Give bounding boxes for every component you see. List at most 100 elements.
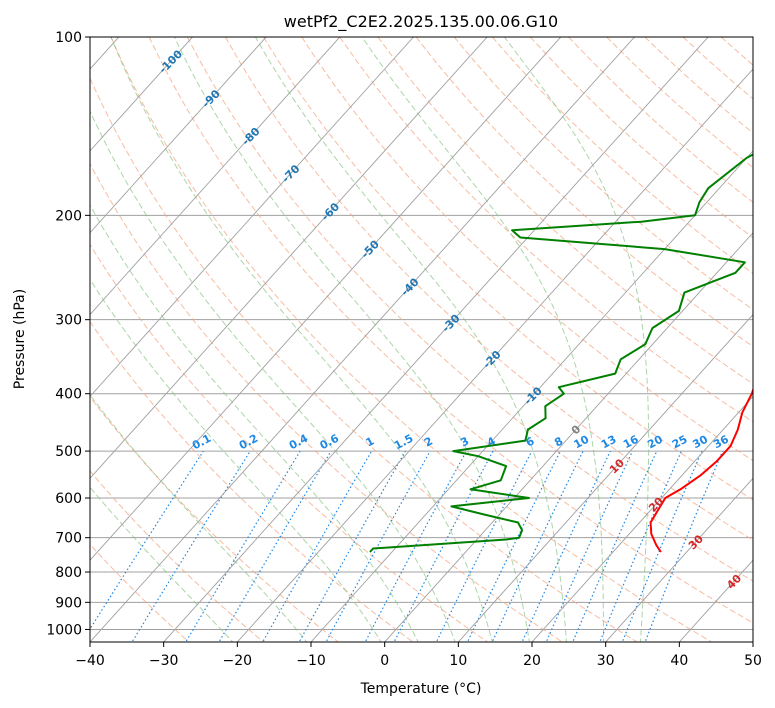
isotherm-line [90, 37, 194, 152]
mixing-ratio-line [131, 450, 251, 642]
isotherm-line [605, 477, 753, 642]
moist-adiabats [90, 37, 650, 642]
dry-adiabat [339, 37, 753, 423]
moist-adiabat [254, 37, 568, 642]
mixing-ratio-label: 0.4 [287, 432, 311, 453]
dry-adiabat [90, 162, 564, 642]
y-axis-ticks: 100 200 300 400 500 600 700 800 900 1000 [46, 30, 90, 638]
x-tick-label: 20 [523, 653, 541, 669]
mixing-ratio-line [572, 450, 658, 642]
dry-adiabat [90, 396, 340, 642]
temperature-profile [649, 387, 753, 553]
y-tick-label: 500 [55, 444, 82, 460]
y-tick-label: 200 [55, 208, 82, 224]
dry-adiabat [90, 243, 489, 642]
y-axis-title: Pressure (hPa) [12, 289, 28, 389]
isotherm-line [90, 37, 636, 642]
dewpoint-profile [369, 153, 753, 553]
y-tick-label: 100 [55, 30, 82, 46]
x-tick-label: 50 [744, 653, 762, 669]
x-axis-ticks: −40 −30 −20 −10 0 10 20 30 40 50 [75, 642, 762, 669]
dry-adiabat [301, 37, 753, 462]
mixing-ratio-line [521, 450, 611, 642]
mixing-ratio-line [435, 450, 533, 642]
mixing-ratio-line [466, 450, 561, 642]
dry-adiabat [224, 37, 753, 541]
moist-adiabat [173, 37, 530, 642]
y-tick-label: 900 [55, 595, 82, 611]
isotherms [90, 37, 753, 642]
mixing-ratio-line [90, 450, 204, 631]
moist-adiabat [361, 37, 604, 642]
mixing-ratio-label: 36 [711, 433, 731, 452]
mixing-ratio-label: 1.5 [392, 432, 415, 453]
x-tick-label: −30 [149, 653, 179, 669]
mixing-ratio-line [185, 450, 301, 642]
isotherm-line [457, 313, 753, 642]
mixing-ratio-label: 1 [364, 434, 377, 449]
dry-adiabat [186, 37, 753, 582]
dry-adiabat [644, 37, 753, 134]
dry-adiabat [415, 37, 753, 348]
moist-adiabat [110, 37, 493, 642]
mixing-ratio-line [262, 450, 373, 642]
mixing-ratio-label: 0.1 [190, 432, 213, 453]
mixing-ratio-label: 16 [621, 433, 641, 452]
isotherm-line [531, 395, 753, 642]
dry-adiabat [110, 37, 713, 642]
mixing-ratio-line [599, 450, 682, 642]
dry-adiabat [90, 320, 414, 642]
mixing-ratio-line [364, 450, 467, 642]
dry-adiabat [148, 37, 753, 624]
isotherm-line [90, 37, 488, 479]
isotherm-line [90, 37, 341, 316]
moist-adiabat [503, 37, 650, 642]
mixing-ratio-label: 20 [645, 433, 665, 452]
x-tick-label: 30 [597, 653, 615, 669]
moist-adiabat [90, 278, 382, 642]
plot-area [90, 37, 753, 642]
isotherm-line [90, 37, 562, 561]
isotherm-line [752, 641, 753, 642]
isotherm-line [678, 559, 753, 642]
dry-adiabat [263, 37, 753, 501]
mixing-ratio-label: 0.2 [237, 432, 260, 453]
x-tick-label: −20 [223, 653, 253, 669]
x-tick-label: 0 [380, 653, 389, 669]
isotherm-line [90, 37, 267, 234]
y-tick-label: 600 [55, 491, 82, 507]
mixing-ratio-label: 6 [524, 434, 537, 449]
mixing-ratio-line [644, 450, 724, 642]
mixing-ratio-label: 2 [422, 434, 435, 449]
mixing-ratio-label: 3 [458, 434, 471, 449]
mixing-ratio-line [545, 450, 634, 642]
mixing-ratio-label: 30 [690, 432, 710, 451]
x-tick-label: 10 [449, 653, 467, 669]
sounding-profiles [369, 153, 753, 553]
isotherm-line [163, 37, 709, 642]
isotherm-line [310, 150, 753, 642]
mixing-ratio-line [393, 450, 494, 642]
plot-frame [89, 36, 754, 643]
mixing-ratio-label: 13 [599, 433, 619, 452]
mixing-ratio-line [621, 450, 703, 642]
dry-adiabat [453, 37, 753, 311]
dry-adiabat [377, 37, 753, 385]
dry-adiabat [90, 543, 190, 642]
x-tick-label: 40 [670, 653, 688, 669]
y-tick-label: 800 [55, 565, 82, 581]
dry-adiabat [90, 76, 638, 642]
x-tick-label: −10 [296, 653, 326, 669]
isotherm-line [90, 37, 415, 398]
dry-adiabat [90, 470, 265, 642]
y-tick-label: 700 [55, 531, 82, 547]
moist-adiabat [90, 204, 419, 642]
moist-adiabat [90, 393, 308, 642]
y-tick-label: 1000 [46, 622, 82, 638]
dry-adiabats [90, 37, 753, 642]
moist-adiabat [90, 486, 234, 642]
x-tick-label: −40 [75, 653, 105, 669]
y-tick-label: 400 [55, 387, 82, 403]
chart-title: wetPf2_C2E2.2025.135.00.06.G10 [284, 12, 558, 32]
